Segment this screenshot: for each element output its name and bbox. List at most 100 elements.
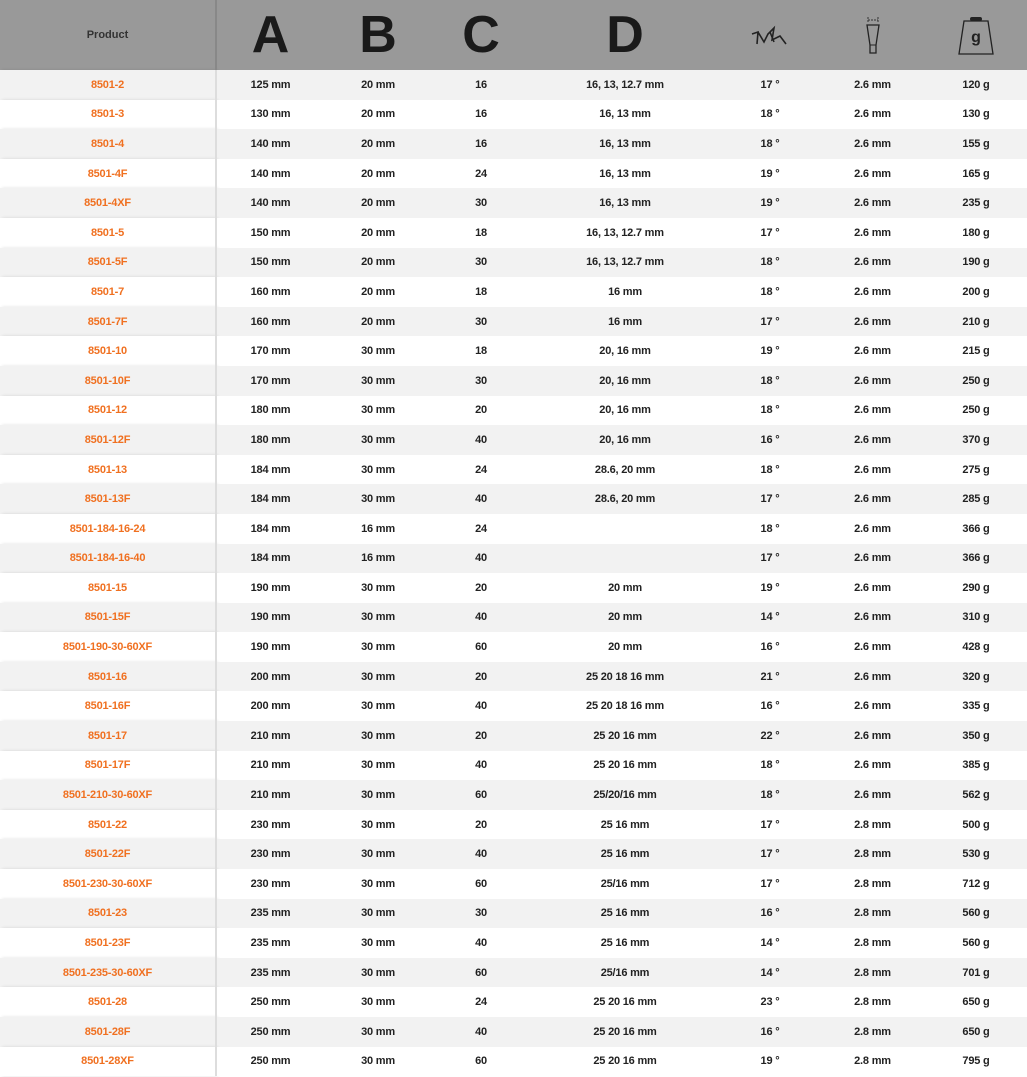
cell-angle: 17 °	[720, 839, 820, 870]
cell-product[interactable]: 8501-15F	[0, 602, 217, 633]
cell-product[interactable]: 8501-13F	[0, 484, 217, 514]
table-row: 8501-7F 160 mm 20 mm 30 16 mm 17 ° 2.6 mm 210 g	[0, 306, 1027, 337]
table-row: 8501-210-30-60XF 210 mm 30 mm 60 25/20/16 mm…	[0, 780, 1027, 810]
cell-weight: 275 g	[925, 454, 1027, 485]
cell-a-diameter: 125 mm	[216, 70, 324, 100]
cell-product[interactable]: 8501-184-16-40	[0, 543, 217, 574]
cell-product[interactable]: 8501-210-30-60XF	[0, 780, 217, 810]
cell-a-diameter: 184 mm	[216, 484, 324, 514]
cell-d-reduction: 25/16 mm	[530, 869, 720, 899]
cell-b-bore: 20 mm	[324, 158, 432, 189]
header-product[interactable]: Product	[0, 0, 217, 70]
cell-d-reduction: 20, 16 mm	[530, 336, 720, 366]
cell-b-bore: 20 mm	[324, 129, 432, 159]
header-a-diameter[interactable]: A	[216, 0, 324, 70]
cell-weight: 650 g	[925, 987, 1027, 1017]
cell-product[interactable]: 8501-235-30-60XF	[0, 957, 217, 988]
table-row: 8501-23 235 mm 30 mm 30 25 16 mm 16 ° 2.8 mm 56…	[0, 898, 1027, 929]
cell-kerf: 2.6 mm	[820, 188, 925, 218]
header-b-bore[interactable]: B	[324, 0, 432, 70]
cell-product[interactable]: 8501-17	[0, 721, 217, 751]
cell-a-diameter: 210 mm	[216, 721, 324, 751]
cell-weight: 560 g	[925, 898, 1027, 929]
cell-a-diameter: 210 mm	[216, 780, 324, 810]
cell-kerf: 2.6 mm	[820, 691, 925, 722]
cell-d-reduction: 25 20 16 mm	[530, 1046, 720, 1077]
cell-c-teeth: 40	[432, 543, 530, 574]
cell-a-diameter: 235 mm	[216, 957, 324, 988]
cell-weight: 335 g	[925, 691, 1027, 722]
header-kerf[interactable]	[820, 0, 925, 70]
cell-angle: 22 °	[720, 721, 820, 751]
cell-b-bore: 30 mm	[324, 336, 432, 366]
cell-product[interactable]: 8501-28	[0, 987, 217, 1017]
cell-product[interactable]: 8501-12	[0, 395, 217, 426]
cell-product[interactable]: 8501-7	[0, 277, 217, 307]
cell-product[interactable]: 8501-2	[0, 70, 217, 100]
cell-angle: 14 °	[720, 957, 820, 988]
cell-b-bore: 30 mm	[324, 721, 432, 751]
header-d-reduction[interactable]: D	[530, 0, 720, 70]
cell-product[interactable]: 8501-17F	[0, 750, 217, 781]
table-body: 8501-2 125 mm 20 mm 16 16, 13, 12.7 mm 17 ° 2.…	[0, 70, 1027, 1077]
cell-product[interactable]: 8501-10F	[0, 365, 217, 396]
cell-kerf: 2.6 mm	[820, 336, 925, 366]
cell-b-bore: 30 mm	[324, 425, 432, 455]
cell-d-reduction: 16, 13, 12.7 mm	[530, 70, 720, 100]
table-row: 8501-23F 235 mm 30 mm 40 25 16 mm 14 ° 2.8 mm 5…	[0, 928, 1027, 958]
cell-product[interactable]: 8501-4XF	[0, 188, 217, 218]
cell-d-reduction: 16 mm	[530, 277, 720, 307]
cell-b-bore: 20 mm	[324, 277, 432, 307]
cell-angle: 18 °	[720, 277, 820, 307]
cell-product[interactable]: 8501-22F	[0, 839, 217, 870]
header-weight[interactable]: g	[925, 0, 1027, 70]
cell-product[interactable]: 8501-7F	[0, 306, 217, 337]
cell-weight: 210 g	[925, 306, 1027, 337]
header-c-teeth[interactable]: C	[432, 0, 530, 70]
cell-product[interactable]: 8501-4F	[0, 158, 217, 189]
cell-angle: 19 °	[720, 188, 820, 218]
cell-c-teeth: 40	[432, 691, 530, 722]
cell-product[interactable]: 8501-13	[0, 454, 217, 485]
cell-product[interactable]: 8501-4	[0, 129, 217, 159]
cell-product[interactable]: 8501-15	[0, 573, 217, 603]
cell-product[interactable]: 8501-12F	[0, 425, 217, 455]
cell-weight: 200 g	[925, 277, 1027, 307]
cell-product[interactable]: 8501-230-30-60XF	[0, 869, 217, 899]
cell-product[interactable]: 8501-28XF	[0, 1046, 217, 1077]
cell-product[interactable]: 8501-5F	[0, 247, 217, 278]
cell-a-diameter: 130 mm	[216, 99, 324, 130]
cell-a-diameter: 250 mm	[216, 987, 324, 1017]
header-angle[interactable]	[720, 0, 820, 70]
cell-c-teeth: 60	[432, 780, 530, 810]
cell-d-reduction	[530, 513, 720, 544]
cell-product[interactable]: 8501-28F	[0, 1017, 217, 1047]
cell-product[interactable]: 8501-184-16-24	[0, 513, 217, 544]
cell-angle: 18 °	[720, 129, 820, 159]
cell-product[interactable]: 8501-23F	[0, 928, 217, 958]
cell-product[interactable]: 8501-16F	[0, 691, 217, 722]
cell-b-bore: 30 mm	[324, 780, 432, 810]
cell-d-reduction: 20 mm	[530, 632, 720, 662]
cell-a-diameter: 250 mm	[216, 1046, 324, 1077]
cell-angle: 23 °	[720, 987, 820, 1017]
cell-d-reduction: 20, 16 mm	[530, 365, 720, 396]
cell-kerf: 2.6 mm	[820, 425, 925, 455]
cell-product[interactable]: 8501-190-30-60XF	[0, 632, 217, 662]
cell-c-teeth: 30	[432, 306, 530, 337]
cell-b-bore: 30 mm	[324, 365, 432, 396]
cell-c-teeth: 24	[432, 158, 530, 189]
cell-product[interactable]: 8501-22	[0, 809, 217, 840]
cell-angle: 18 °	[720, 513, 820, 544]
cell-d-reduction: 25 20 16 mm	[530, 721, 720, 751]
cell-angle: 16 °	[720, 898, 820, 929]
table-row: 8501-15 190 mm 30 mm 20 20 mm 19 ° 2.6 mm 290 g	[0, 573, 1027, 603]
cell-b-bore: 30 mm	[324, 987, 432, 1017]
cell-b-bore: 30 mm	[324, 691, 432, 722]
cell-product[interactable]: 8501-10	[0, 336, 217, 366]
cell-product[interactable]: 8501-5	[0, 217, 217, 248]
cell-product[interactable]: 8501-16	[0, 661, 217, 692]
cell-kerf: 2.6 mm	[820, 158, 925, 189]
cell-product[interactable]: 8501-3	[0, 99, 217, 130]
cell-product[interactable]: 8501-23	[0, 898, 217, 929]
